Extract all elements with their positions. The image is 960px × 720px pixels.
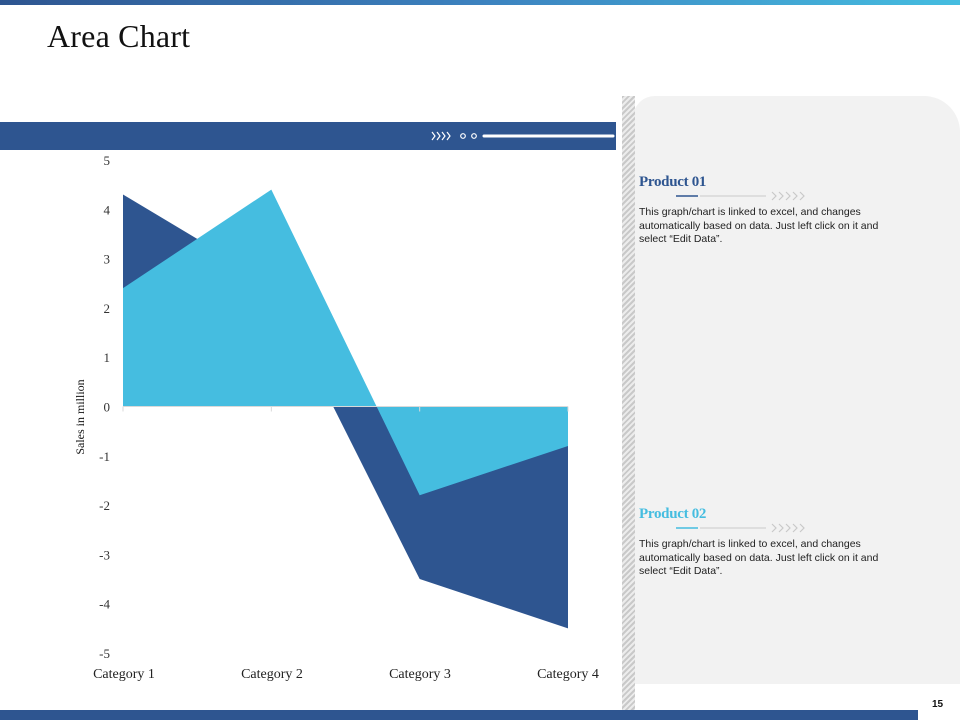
y-tick-label: -4: [99, 597, 110, 612]
y-tick-label: -2: [99, 498, 110, 513]
x-category-label: Category 2: [241, 667, 303, 682]
band-decoration: [431, 131, 615, 141]
y-tick-label: 5: [104, 153, 111, 168]
page-number-box: [918, 696, 960, 720]
product-panel: [633, 96, 960, 684]
x-category-label: Category 3: [389, 667, 451, 682]
y-tick-label: 4: [104, 202, 111, 217]
footer-band: [0, 710, 960, 720]
product-01-divider: [676, 191, 805, 201]
y-tick-label: 3: [104, 252, 111, 267]
area-chart: 5 4 3 2 1 0 -1 -2 -3 -4 -5 Category 1 Category 2 Cate…: [73, 153, 599, 682]
panel-hatch: [622, 96, 635, 720]
y-tick-label: -3: [99, 547, 110, 562]
y-axis-title: Sales in million: [73, 379, 87, 454]
y-tick-label: 0: [104, 400, 111, 415]
product-02-divider: [676, 523, 805, 533]
product-02-description: This graph/chart is linked to excel, and…: [639, 538, 879, 577]
dot-icon: [471, 133, 477, 139]
page-number: 15: [932, 699, 944, 710]
header-band: [0, 122, 616, 150]
top-accent-strip: [0, 0, 960, 5]
product-02-title: Product 02: [639, 506, 707, 522]
x-category-label: Category 4: [537, 667, 599, 682]
chevrons-icon: [771, 191, 805, 201]
dot-icon: [460, 133, 466, 139]
product-01-description: This graph/chart is linked to excel, and…: [639, 206, 879, 245]
chevrons-icon: [771, 523, 805, 533]
y-tick-label: -1: [99, 449, 110, 464]
y-tick-label: -5: [99, 646, 110, 661]
slide-title: Area Chart: [47, 18, 191, 54]
product-01-title: Product 01: [639, 174, 707, 190]
chevrons-icon: [431, 131, 451, 141]
x-category-label: Category 1: [93, 667, 155, 682]
y-tick-label: 1: [104, 350, 111, 365]
y-tick-label: 2: [104, 301, 111, 316]
